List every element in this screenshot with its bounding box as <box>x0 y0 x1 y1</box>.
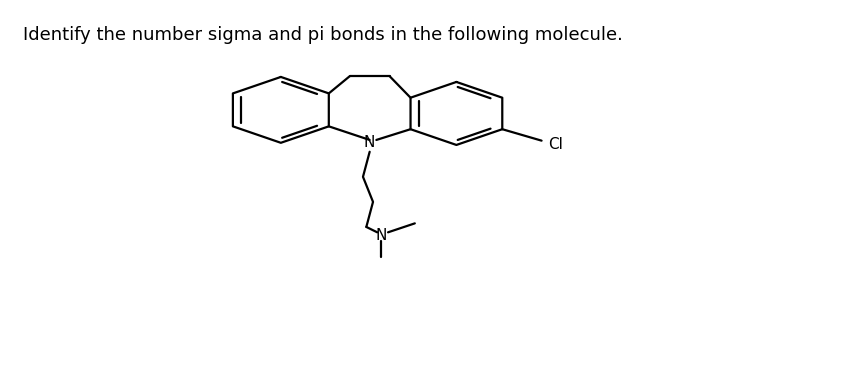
Text: Identify the number sigma and pi bonds in the following molecule.: Identify the number sigma and pi bonds i… <box>23 26 624 44</box>
Text: Cl: Cl <box>548 137 563 152</box>
Text: N: N <box>376 229 387 243</box>
Text: N: N <box>364 135 375 150</box>
